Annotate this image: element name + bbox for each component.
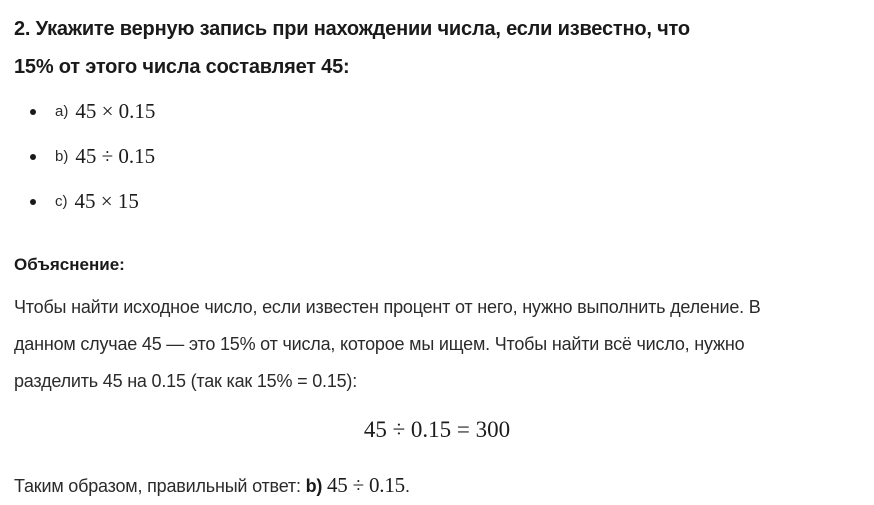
options-list: a) 45 × 0.15 b) 45 ÷ 0.15 c) 45 × 15 bbox=[14, 89, 860, 224]
question-title-line-2: 15% от этого числа составляет 45: bbox=[14, 56, 350, 78]
explanation-paragraph: Чтобы найти исходное число, если известе… bbox=[14, 289, 860, 400]
bullet-icon bbox=[30, 153, 36, 160]
explanation-line-3: разделить 45 на 0.15 (так как 15% = 0.15… bbox=[14, 371, 358, 391]
explanation-heading: Объяснение: bbox=[14, 255, 125, 274]
answer-expression: 45 ÷ 0.15 bbox=[326, 473, 405, 497]
option-item-b: b) 45 ÷ 0.15 bbox=[30, 134, 860, 179]
bullet-icon bbox=[30, 108, 36, 115]
question-title: 2. Укажите верную запись при нахождении … bbox=[14, 10, 860, 86]
option-item-a: a) 45 × 0.15 bbox=[30, 89, 860, 134]
explanation-line-2: данном случае 45 — это 15% от числа, кот… bbox=[14, 334, 745, 354]
question-title-line-1: 2. Укажите верную запись при нахождении … bbox=[14, 18, 690, 40]
conclusion-prefix: Таким образом, правильный ответ: bbox=[14, 476, 301, 496]
option-label: c) bbox=[55, 193, 68, 210]
option-expression: 45 ÷ 0.15 bbox=[75, 144, 156, 168]
option-label: b) bbox=[55, 148, 69, 165]
option-expression: 45 × 0.15 bbox=[75, 99, 156, 123]
option-label: a) bbox=[55, 103, 69, 120]
bullet-icon bbox=[30, 198, 36, 205]
explanation-line-1: Чтобы найти исходное число, если известе… bbox=[14, 297, 761, 317]
option-expression: 45 × 15 bbox=[74, 189, 139, 213]
conclusion-period: . bbox=[404, 476, 410, 496]
option-item-c: c) 45 × 15 bbox=[30, 179, 860, 224]
answer-label: b) bbox=[305, 476, 323, 496]
formula: 45 ÷ 0.15 = 300 bbox=[363, 417, 511, 442]
conclusion: Таким образом, правильный ответ: b) 45 ÷… bbox=[14, 472, 860, 499]
